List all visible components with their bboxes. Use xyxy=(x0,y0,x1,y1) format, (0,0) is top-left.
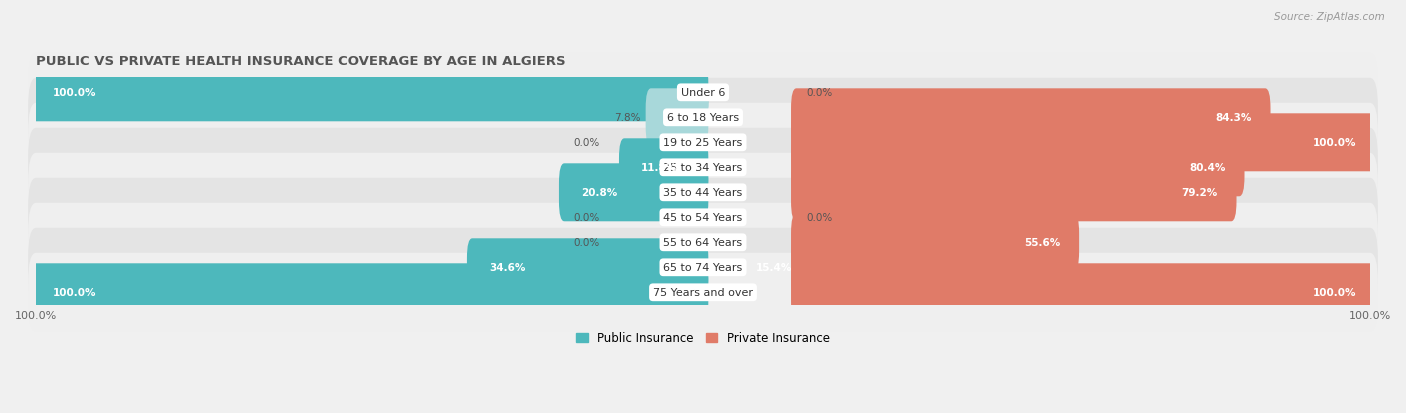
FancyBboxPatch shape xyxy=(792,263,1375,321)
Text: 65 to 74 Years: 65 to 74 Years xyxy=(664,263,742,273)
Text: 19 to 25 Years: 19 to 25 Years xyxy=(664,138,742,148)
Text: 75 Years and over: 75 Years and over xyxy=(652,287,754,298)
FancyBboxPatch shape xyxy=(28,178,1378,257)
Text: 100.0%: 100.0% xyxy=(53,88,96,98)
Text: 11.8%: 11.8% xyxy=(641,163,678,173)
FancyBboxPatch shape xyxy=(792,214,1080,272)
FancyBboxPatch shape xyxy=(28,128,1378,207)
Text: PUBLIC VS PRIVATE HEALTH INSURANCE COVERAGE BY AGE IN ALGIERS: PUBLIC VS PRIVATE HEALTH INSURANCE COVER… xyxy=(37,55,565,68)
FancyBboxPatch shape xyxy=(645,89,709,147)
Text: 6 to 18 Years: 6 to 18 Years xyxy=(666,113,740,123)
FancyBboxPatch shape xyxy=(28,154,1378,232)
Legend: Public Insurance, Private Insurance: Public Insurance, Private Insurance xyxy=(571,327,835,349)
FancyBboxPatch shape xyxy=(792,89,1271,147)
Text: 55 to 64 Years: 55 to 64 Years xyxy=(664,238,742,248)
Text: 45 to 54 Years: 45 to 54 Years xyxy=(664,213,742,223)
FancyBboxPatch shape xyxy=(28,54,1378,133)
Text: 0.0%: 0.0% xyxy=(807,213,832,223)
Text: 0.0%: 0.0% xyxy=(574,213,599,223)
Text: 0.0%: 0.0% xyxy=(574,238,599,248)
FancyBboxPatch shape xyxy=(467,239,709,297)
Text: 84.3%: 84.3% xyxy=(1215,113,1251,123)
Text: 0.0%: 0.0% xyxy=(807,88,832,98)
FancyBboxPatch shape xyxy=(792,164,1236,222)
Text: Source: ZipAtlas.com: Source: ZipAtlas.com xyxy=(1274,12,1385,22)
Text: 80.4%: 80.4% xyxy=(1189,163,1226,173)
FancyBboxPatch shape xyxy=(28,253,1378,332)
Text: 79.2%: 79.2% xyxy=(1181,188,1218,198)
Text: 15.4%: 15.4% xyxy=(756,263,793,273)
FancyBboxPatch shape xyxy=(792,114,1375,172)
Text: Under 6: Under 6 xyxy=(681,88,725,98)
FancyBboxPatch shape xyxy=(619,139,709,197)
FancyBboxPatch shape xyxy=(28,104,1378,183)
Text: 100.0%: 100.0% xyxy=(1313,138,1357,148)
Text: 34.6%: 34.6% xyxy=(489,263,526,273)
Text: 20.8%: 20.8% xyxy=(581,188,617,198)
FancyBboxPatch shape xyxy=(560,164,709,222)
Text: 25 to 34 Years: 25 to 34 Years xyxy=(664,163,742,173)
Text: 55.6%: 55.6% xyxy=(1024,238,1060,248)
FancyBboxPatch shape xyxy=(28,228,1378,307)
FancyBboxPatch shape xyxy=(31,64,709,122)
FancyBboxPatch shape xyxy=(28,78,1378,157)
Text: 0.0%: 0.0% xyxy=(574,138,599,148)
Text: 100.0%: 100.0% xyxy=(53,287,96,298)
Text: 35 to 44 Years: 35 to 44 Years xyxy=(664,188,742,198)
Text: 7.8%: 7.8% xyxy=(614,113,641,123)
FancyBboxPatch shape xyxy=(28,203,1378,282)
Text: 100.0%: 100.0% xyxy=(1313,287,1357,298)
FancyBboxPatch shape xyxy=(792,239,811,297)
FancyBboxPatch shape xyxy=(792,139,1244,197)
FancyBboxPatch shape xyxy=(31,263,709,321)
